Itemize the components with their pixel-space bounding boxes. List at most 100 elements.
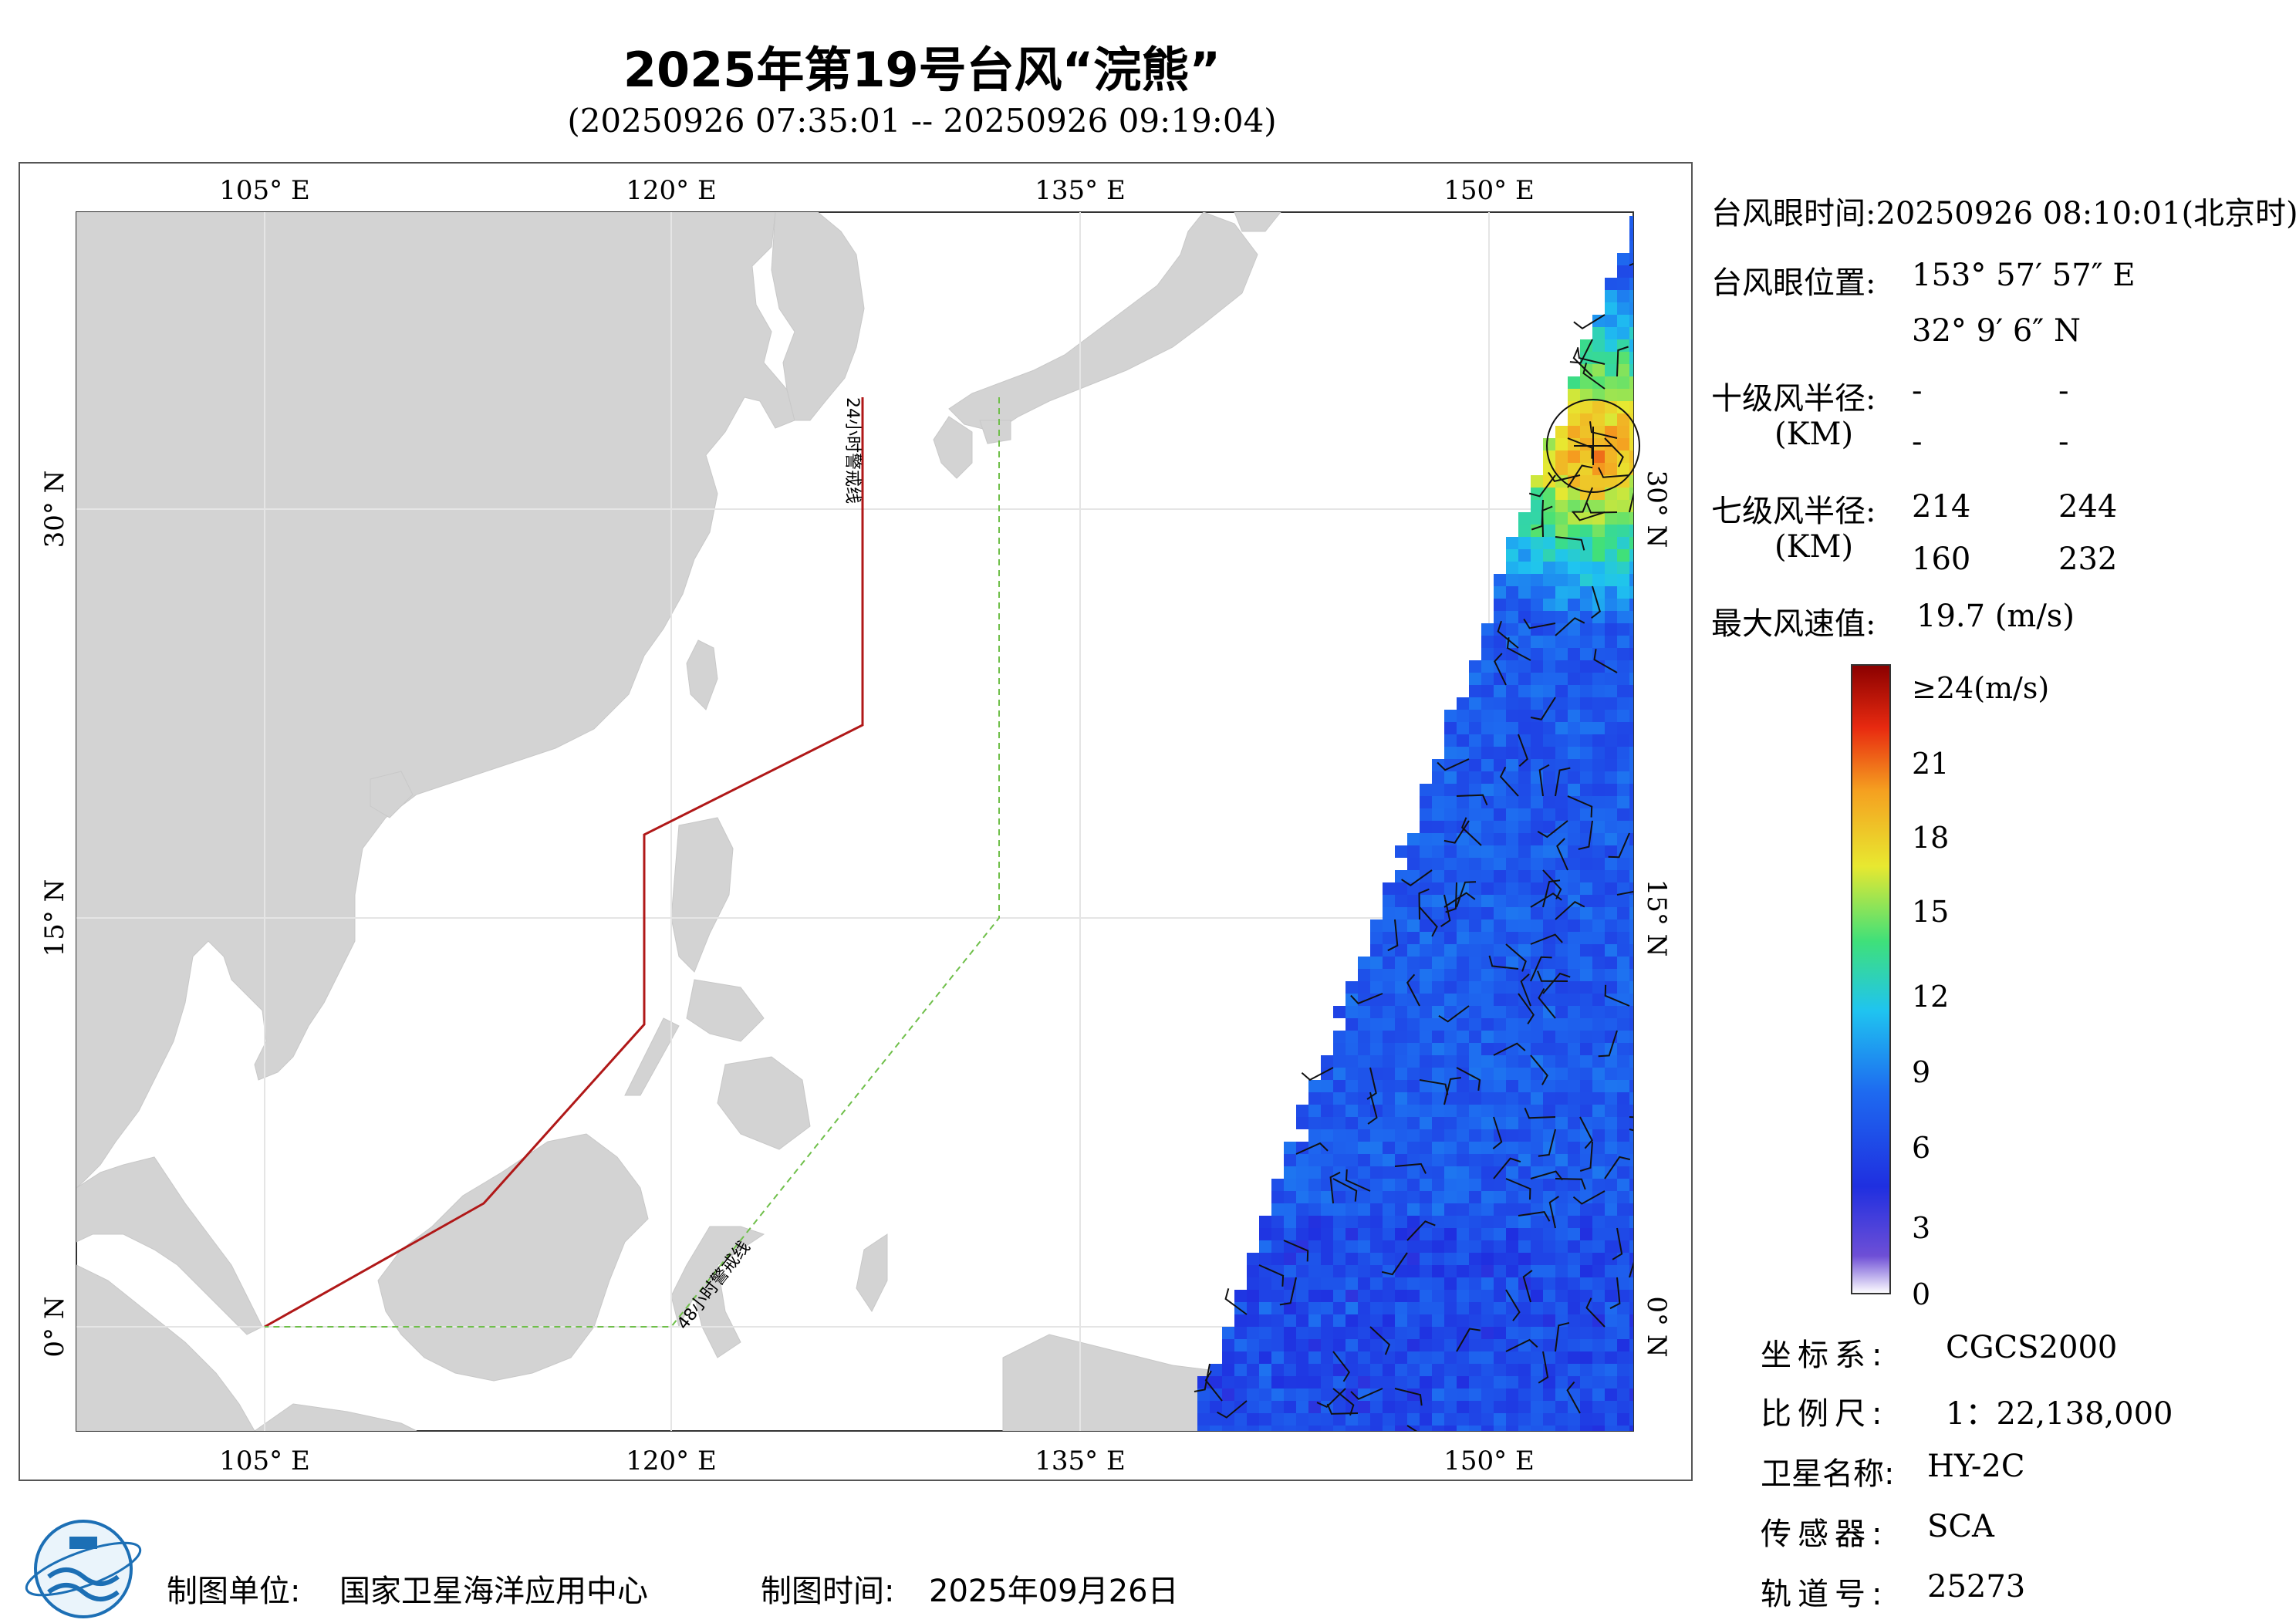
- swath-cell: [1531, 870, 1543, 882]
- swath-cell: [1617, 599, 1629, 611]
- wind-barb: [1440, 894, 1451, 927]
- swath-cell: [1543, 525, 1555, 537]
- agency-logo: [25, 1520, 142, 1618]
- swath-cell: [1333, 1006, 1346, 1018]
- swath-cell: [1296, 1413, 1308, 1426]
- swath-cell: [1506, 969, 1518, 981]
- swath-cell: [1395, 845, 1407, 858]
- swath-cell: [1432, 1364, 1444, 1376]
- swath-cell: [1481, 1228, 1494, 1240]
- swath-cell: [1580, 1129, 1592, 1142]
- swath-cell: [1383, 1376, 1395, 1388]
- swath-cell: [1605, 759, 1617, 771]
- swath-cell: [1432, 994, 1444, 1006]
- swath-cell: [1444, 1092, 1457, 1105]
- swath-cell: [1321, 1290, 1333, 1302]
- swath-cell: [1580, 1092, 1592, 1105]
- swath-cell: [1605, 1314, 1617, 1327]
- swath-cell: [1284, 1314, 1296, 1327]
- swath-cell: [1333, 1253, 1346, 1265]
- swath-cell: [1605, 1006, 1617, 1018]
- swath-cell: [1444, 808, 1457, 821]
- swath-cell: [1296, 1302, 1308, 1314]
- swath-cell: [1346, 1055, 1358, 1068]
- swath-cell: [1457, 957, 1469, 969]
- swath-cell: [1222, 1364, 1234, 1376]
- swath-cell: [1617, 1068, 1629, 1080]
- swath-cell: [1592, 389, 1605, 401]
- swath-cell: [1518, 1388, 1531, 1401]
- colorbar-label-3: 3: [1912, 1211, 1931, 1245]
- swath-cell: [1543, 1290, 1555, 1302]
- swath-cell: [1543, 944, 1555, 957]
- swath-cell: [1617, 1413, 1629, 1426]
- wind-barb: [1505, 1289, 1521, 1321]
- swath-cell: [1222, 1426, 1234, 1431]
- swath-cell: [1333, 1228, 1346, 1240]
- swath-cell: [1506, 623, 1518, 636]
- swath-cell: [1555, 1216, 1568, 1228]
- swath-cell: [1333, 1142, 1346, 1154]
- swath-cell: [1605, 1105, 1617, 1117]
- swath-cell: [1494, 1290, 1506, 1302]
- swath-cell: [1629, 1006, 1633, 1018]
- swath-cell: [1568, 919, 1580, 932]
- swath-cell: [1629, 574, 1633, 586]
- swath-cell: [1580, 907, 1592, 919]
- swath-cell: [1481, 697, 1494, 710]
- swath-cell: [1629, 673, 1633, 685]
- swath-cell: [1629, 1154, 1633, 1166]
- swath-cell: [1543, 549, 1555, 562]
- swath-cell: [1629, 944, 1633, 957]
- swath-cell: [1531, 759, 1543, 771]
- swath-cell: [1481, 1105, 1494, 1117]
- swath-cell: [1629, 1080, 1633, 1092]
- swath-cell: [1617, 1105, 1629, 1117]
- swath-cell: [1605, 673, 1617, 685]
- swath-cell: [1333, 1277, 1346, 1290]
- swath-cell: [1543, 1388, 1555, 1401]
- swath-cell: [1333, 1339, 1346, 1351]
- swath-cell: [1568, 821, 1580, 833]
- swath-cell: [1395, 1080, 1407, 1092]
- wind-barb: [1566, 1381, 1581, 1414]
- swath-cell: [1469, 1117, 1481, 1129]
- wind-barb: [1629, 492, 1633, 513]
- swath-cell: [1592, 636, 1605, 648]
- swath-cell: [1346, 1277, 1358, 1290]
- swath-cell: [1629, 870, 1633, 882]
- swath-cell: [1617, 660, 1629, 673]
- swath-cell: [1518, 1426, 1531, 1431]
- swath-cell: [1481, 1364, 1494, 1376]
- swath-cell: [1247, 1351, 1259, 1364]
- swath-cell: [1543, 734, 1555, 747]
- swath-cell: [1370, 1314, 1383, 1327]
- swath-cell: [1444, 821, 1457, 833]
- swath-cell: [1531, 1339, 1543, 1351]
- swath-cell: [1555, 1203, 1568, 1216]
- swath-cell: [1543, 1191, 1555, 1203]
- swath-cell: [1234, 1339, 1247, 1351]
- swath-cell: [1592, 771, 1605, 784]
- swath-cell: [1506, 697, 1518, 710]
- swath-cell: [1271, 1376, 1284, 1388]
- wind-barb: [1589, 421, 1618, 439]
- swath-cell: [1531, 586, 1543, 599]
- swath-cell: [1518, 1376, 1531, 1388]
- map-frame: [19, 162, 1693, 1481]
- swath-cell: [1481, 1277, 1494, 1290]
- swath-cell: [1531, 1031, 1543, 1043]
- swath-cell: [1506, 833, 1518, 845]
- swath-cell: [1506, 895, 1518, 907]
- swath-cell: [1481, 919, 1494, 932]
- swath-cell: [1358, 1203, 1370, 1216]
- max-wind-value: 19.7 (m/s): [1916, 599, 2075, 634]
- eye-time-value: 20250926 08:10:01(北京时): [1876, 196, 2296, 231]
- swath-cell: [1457, 1216, 1469, 1228]
- r7-value-ne: 214: [1912, 489, 1971, 525]
- swath-cell: [1296, 1179, 1308, 1191]
- swath-cell: [1555, 1290, 1568, 1302]
- swath-cell: [1321, 1129, 1333, 1142]
- swath-cell: [1358, 1240, 1370, 1253]
- swath-cell: [1629, 1142, 1633, 1154]
